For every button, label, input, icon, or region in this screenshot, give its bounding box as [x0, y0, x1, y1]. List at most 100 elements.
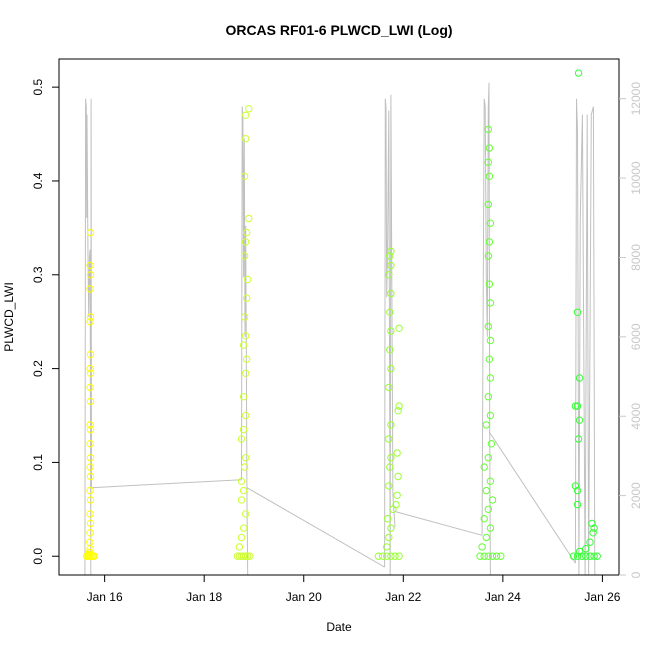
- data-point: [573, 308, 582, 316]
- data-point: [586, 538, 594, 546]
- data-point: [575, 547, 584, 556]
- data-point: [386, 463, 394, 471]
- data-point: [480, 515, 488, 523]
- x-axis: Jan 16 Jan 18 Jan 20 Jan 22 Jan 24 Jan 26: [87, 575, 621, 604]
- data-point: [385, 533, 393, 542]
- data-point: [86, 364, 94, 373]
- data-point: [386, 252, 394, 260]
- data-point: [378, 552, 387, 560]
- data-point: [395, 552, 403, 560]
- data-point: [242, 238, 250, 246]
- data-point: [590, 524, 598, 532]
- data-point: [244, 552, 252, 560]
- data-point: [86, 463, 94, 471]
- data-point: [385, 383, 393, 392]
- data-point: [86, 454, 95, 462]
- data-point: [578, 552, 586, 560]
- line-segment: [488, 431, 576, 564]
- data-point: [484, 322, 492, 331]
- data-point: [395, 402, 403, 410]
- data-point: [497, 552, 505, 560]
- data-point: [237, 477, 246, 485]
- data-point: [484, 200, 492, 209]
- line-segment: [574, 98, 596, 576]
- data-point: [86, 318, 94, 326]
- data-point: [387, 454, 395, 462]
- data-point: [484, 252, 492, 260]
- data-point: [245, 105, 253, 113]
- data-point: [86, 545, 94, 553]
- y-tick-label: 0.2: [31, 360, 45, 377]
- data-point: [386, 308, 394, 316]
- data-point: [384, 515, 392, 523]
- data-point: [387, 247, 395, 256]
- data-point: [385, 435, 393, 443]
- y-tick-label: 0.0: [31, 548, 45, 565]
- data-point: [486, 477, 495, 485]
- data-point: [242, 135, 250, 143]
- data-point: [239, 524, 248, 532]
- line-series: [84, 82, 596, 576]
- data-point: [86, 538, 94, 546]
- data-point: [242, 411, 250, 420]
- line-segment: [481, 82, 491, 576]
- data-point: [590, 552, 598, 560]
- y-tick-label: 0.5: [31, 78, 45, 95]
- data-point: [484, 505, 492, 513]
- data-point: [242, 510, 250, 518]
- data-point: [488, 552, 497, 560]
- data-point: [393, 491, 401, 499]
- data-point: [482, 486, 490, 495]
- data-point: [240, 172, 249, 181]
- y2-tick-label: 6000: [629, 323, 643, 350]
- data-point: [573, 402, 582, 410]
- data-point: [485, 355, 494, 363]
- data-point: [492, 552, 501, 560]
- data-point: [242, 369, 250, 377]
- data-point: [485, 172, 494, 181]
- data-point: [485, 144, 494, 152]
- data-point: [392, 500, 400, 509]
- data-point: [86, 261, 94, 270]
- data-point: [239, 486, 248, 495]
- data-point: [86, 383, 94, 392]
- data-point: [246, 552, 254, 560]
- data-point: [243, 228, 251, 237]
- data-point: [86, 421, 94, 429]
- data-point: [486, 219, 495, 227]
- data-point: [242, 454, 250, 462]
- data-point: [582, 552, 590, 560]
- y2-tick-label: 4000: [629, 403, 643, 430]
- data-point: [394, 472, 402, 481]
- data-point: [391, 552, 399, 560]
- data-point: [571, 482, 580, 490]
- data-point: [487, 440, 496, 448]
- data-point: [244, 275, 252, 284]
- data-point: [387, 364, 395, 373]
- data-point: [387, 289, 395, 298]
- data-point: [386, 346, 394, 354]
- data-point: [387, 421, 395, 429]
- data-point: [488, 496, 497, 504]
- data-point: [86, 472, 95, 481]
- x-tick-label: Jan 26: [584, 590, 620, 604]
- data-point: [486, 411, 495, 420]
- data-point: [385, 482, 393, 490]
- line-segment: [241, 106, 249, 576]
- data-point: [478, 543, 486, 551]
- data-point: [480, 463, 488, 471]
- data-point: [374, 552, 383, 560]
- data-point: [486, 374, 495, 382]
- data-point: [239, 425, 248, 434]
- data-point: [482, 533, 490, 542]
- data-point: [484, 552, 492, 560]
- data-point: [485, 238, 494, 246]
- data-point: [383, 543, 391, 551]
- x-tick-label: Jan 20: [286, 590, 322, 604]
- data-point: [484, 454, 492, 462]
- data-point: [86, 425, 95, 434]
- data-point: [387, 524, 395, 532]
- data-point: [387, 327, 395, 335]
- x-tick-label: Jan 18: [186, 590, 222, 604]
- line-segment: [84, 98, 92, 576]
